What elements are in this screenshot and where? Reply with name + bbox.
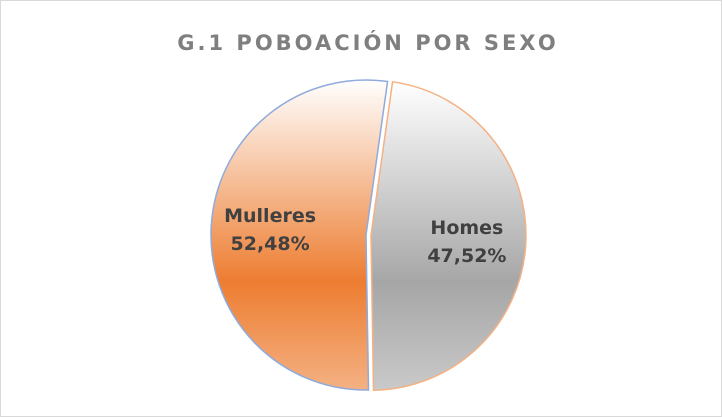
slice-value: 47,52% (427, 245, 506, 267)
slice-label: Homes 47,52% (427, 217, 506, 267)
pie-slice (370, 80, 527, 392)
slice-category: Homes (430, 217, 503, 239)
slice-category: Mulleres (224, 205, 316, 227)
chart-title: G.1 POBOACIÓN POR SEXO (177, 30, 558, 55)
slice-label: Mulleres 52,48% (224, 205, 316, 255)
slice-value: 52,48% (231, 233, 310, 255)
pie-slice (210, 79, 389, 391)
